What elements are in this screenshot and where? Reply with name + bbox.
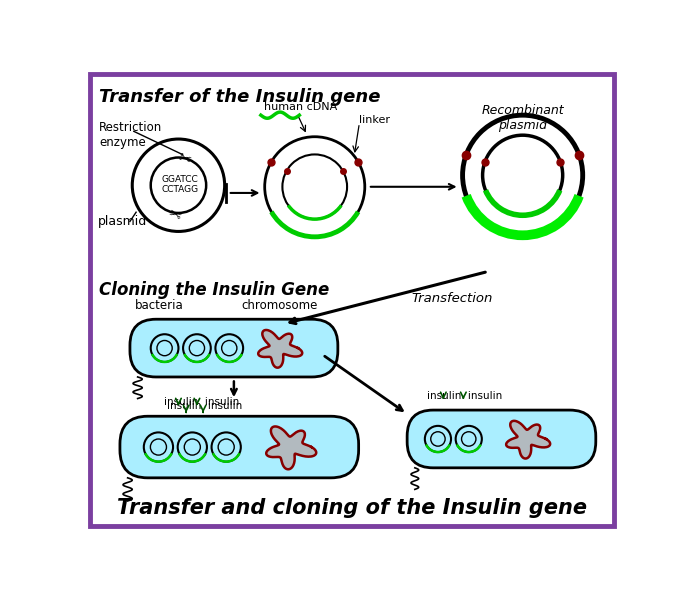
Text: human cDNA: human cDNA xyxy=(264,103,337,112)
Text: insulin  insulin: insulin insulin xyxy=(164,397,239,407)
FancyBboxPatch shape xyxy=(130,319,338,377)
Polygon shape xyxy=(267,426,316,469)
Text: Transfer and cloning of the Insulin gene: Transfer and cloning of the Insulin gene xyxy=(117,498,587,518)
FancyBboxPatch shape xyxy=(120,416,359,478)
FancyBboxPatch shape xyxy=(90,74,614,526)
Text: CCTAGG: CCTAGG xyxy=(161,185,199,194)
Text: ✂: ✂ xyxy=(176,150,193,168)
Text: GGATCC: GGATCC xyxy=(161,175,199,184)
Text: Transfer of the Insulin gene: Transfer of the Insulin gene xyxy=(99,89,381,106)
Polygon shape xyxy=(258,330,302,368)
Text: insulin  insulin: insulin insulin xyxy=(167,401,243,411)
Text: Restriction
enzyme: Restriction enzyme xyxy=(99,121,162,149)
Text: chromosome: chromosome xyxy=(242,299,318,311)
Text: linker: linker xyxy=(359,115,390,125)
Text: plasmid: plasmid xyxy=(98,215,148,228)
Text: Cloning the Insulin Gene: Cloning the Insulin Gene xyxy=(99,281,329,299)
Text: bacteria: bacteria xyxy=(135,299,184,311)
Text: ✂: ✂ xyxy=(167,202,184,220)
FancyBboxPatch shape xyxy=(407,410,596,468)
Polygon shape xyxy=(506,421,550,459)
Text: insulin  insulin: insulin insulin xyxy=(427,391,502,401)
Text: Transfection: Transfection xyxy=(411,292,493,305)
Text: Recombinant
plasmid: Recombinant plasmid xyxy=(482,103,564,132)
